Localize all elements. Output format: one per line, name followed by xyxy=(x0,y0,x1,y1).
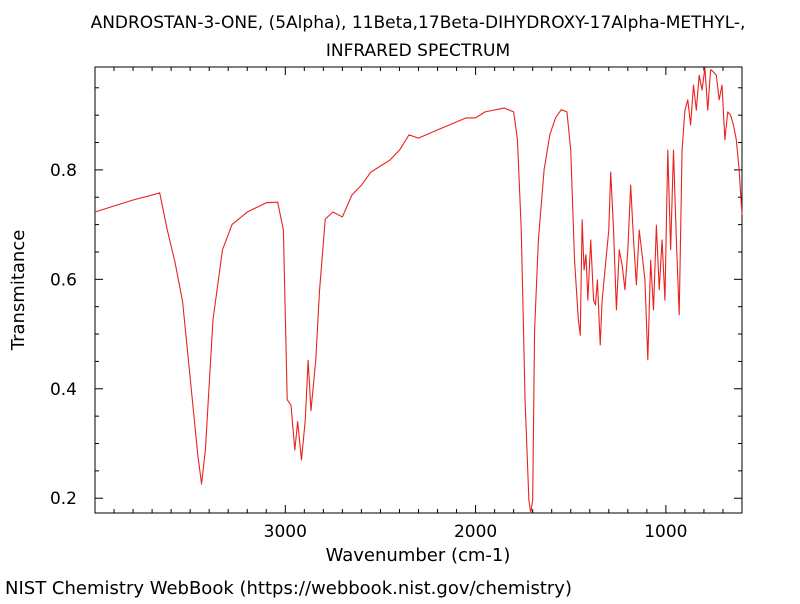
y-axis-label: Transmitance xyxy=(8,230,29,352)
x-tick-label: 2000 xyxy=(454,522,497,542)
x-tick-label: 3000 xyxy=(264,522,307,542)
y-tick-label: 0.6 xyxy=(50,270,77,290)
chart-subtitle: INFRARED SPECTRUM xyxy=(326,41,510,61)
y-tick-label: 0.4 xyxy=(50,380,77,400)
x-tick-label: 1000 xyxy=(644,522,687,542)
spectrum-line xyxy=(94,67,743,514)
chart-title: ANDROSTAN-3-ONE, (5Alpha), 11Beta,17Beta… xyxy=(91,13,746,33)
footer: NIST Chemistry WebBook (https://webbook.… xyxy=(5,578,572,599)
y-tick-label: 0.8 xyxy=(50,161,77,181)
y-tick-label: 0.2 xyxy=(50,489,77,509)
x-axis-label: Wavenumber (cm-1) xyxy=(326,545,511,566)
